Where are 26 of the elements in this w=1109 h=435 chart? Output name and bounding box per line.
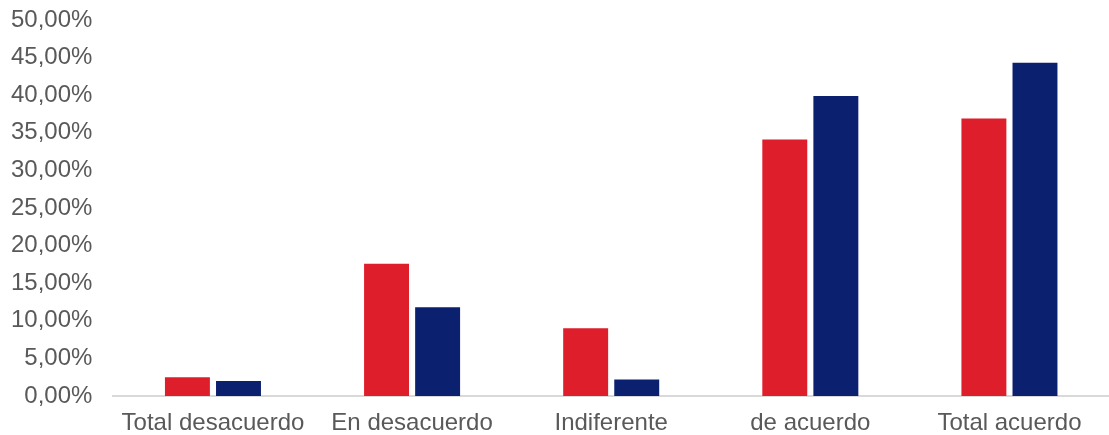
bar [614, 379, 660, 396]
y-tick-label: 35,00% [10, 117, 93, 145]
bar [563, 328, 609, 396]
bar [961, 118, 1007, 396]
y-tick-label: 10,00% [10, 305, 93, 333]
bar [762, 139, 808, 396]
bar [164, 377, 210, 396]
x-tick-label: de acuerdo [750, 407, 871, 435]
bar [216, 380, 261, 396]
x-tick-label: En desacuerdo [331, 407, 493, 435]
y-tick-label: 30,00% [10, 155, 93, 183]
x-tick-label: Total acuerdo [937, 407, 1082, 435]
y-tick-label: 20,00% [10, 230, 93, 258]
bar [1012, 62, 1058, 396]
y-tick-label: 45,00% [10, 42, 93, 70]
y-tick-label: 25,00% [10, 192, 93, 220]
y-tick-label: 15,00% [10, 267, 93, 295]
bar [415, 307, 461, 396]
y-tick-label: 5,00% [24, 343, 93, 371]
y-tick-label: 50,00% [10, 4, 93, 32]
x-tick-label: Indiferente [554, 407, 668, 435]
x-tick-label: Total desacuerdo [121, 407, 305, 435]
y-tick-label: 0,00% [24, 380, 93, 408]
bar [813, 95, 859, 396]
bar [364, 263, 410, 396]
y-tick-label: 40,00% [10, 79, 93, 107]
